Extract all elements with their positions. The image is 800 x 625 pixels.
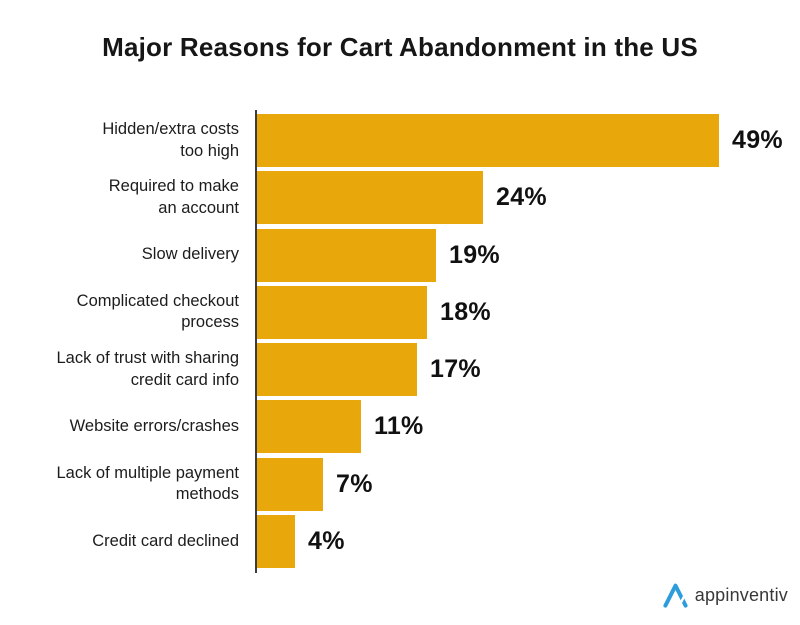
bar-track: 19% — [257, 228, 800, 282]
bar-row: Website errors/crashes 11% — [0, 400, 800, 454]
value-label: 4% — [308, 527, 345, 556]
bar — [257, 228, 436, 282]
category-label-line: Website errors/crashes — [69, 417, 239, 436]
brand-logo: appinventiv — [663, 583, 788, 608]
bar-row: Credit card declined 4% — [0, 515, 800, 569]
appinventiv-logo-icon — [663, 583, 688, 608]
category-label: Lack of trust with sharing credit card in… — [0, 348, 257, 391]
category-label-line: Credit card declined — [92, 531, 239, 550]
category-label-line: process — [181, 313, 239, 332]
bar-row: Hidden/extra costs too high 49% — [0, 114, 800, 167]
bar-row: Slow delivery 19% — [0, 228, 800, 282]
value-label: 7% — [336, 469, 373, 498]
bar-row: Required to make an account 24% — [0, 171, 800, 225]
value-label: 11% — [374, 412, 424, 441]
category-label-line: credit card info — [130, 370, 239, 389]
category-label: Slow delivery — [0, 244, 257, 266]
value-label: 49% — [732, 126, 783, 154]
category-label-line: Lack of multiple payment — [56, 463, 239, 482]
bar — [257, 400, 361, 454]
bar — [257, 515, 295, 569]
bar — [257, 457, 323, 511]
y-axis-line — [255, 110, 257, 573]
bar-track: 4% — [257, 515, 800, 569]
category-label: Website errors/crashes — [0, 416, 257, 438]
value-label: 17% — [430, 355, 481, 384]
bar — [257, 171, 483, 225]
bar-row: Lack of trust with sharing credit card in… — [0, 343, 800, 397]
category-label-line: an account — [158, 198, 239, 217]
bar-track: 11% — [257, 400, 800, 454]
bar — [257, 114, 719, 167]
value-label: 24% — [496, 183, 547, 212]
category-label-line: Slow delivery — [141, 245, 239, 264]
category-label-line: Hidden/extra costs — [102, 120, 239, 138]
bar-track: 24% — [257, 171, 800, 225]
brand-name: appinventiv — [694, 585, 788, 605]
category-label: Complicated checkout process — [0, 291, 257, 334]
bar — [257, 285, 427, 339]
category-label-line: Complicated checkout — [76, 291, 239, 310]
chart-title: Major Reasons for Cart Abandonment in th… — [102, 32, 698, 62]
category-label-line: Required to make — [108, 177, 239, 196]
category-label: Required to make an account — [0, 176, 257, 219]
bar-row: Lack of multiple payment methods 7% — [0, 457, 800, 511]
category-label-line: methods — [175, 485, 239, 504]
bar-track: 17% — [257, 343, 800, 397]
category-label: Lack of multiple payment methods — [0, 463, 257, 506]
bar-row: Complicated checkout process 18% — [0, 285, 800, 339]
value-label: 19% — [449, 240, 500, 269]
bar-rows: Hidden/extra costs too high 49% Required … — [0, 114, 800, 572]
category-label-line: too high — [180, 141, 239, 160]
value-label: 18% — [440, 297, 491, 326]
bar-track: 7% — [257, 457, 800, 511]
bar — [257, 343, 417, 397]
category-label: Hidden/extra costs too high — [0, 119, 257, 162]
bar-track: 49% — [257, 114, 800, 167]
category-label-line: Lack of trust with sharing — [56, 349, 240, 368]
category-label: Credit card declined — [0, 531, 257, 553]
bar-track: 18% — [257, 285, 800, 339]
